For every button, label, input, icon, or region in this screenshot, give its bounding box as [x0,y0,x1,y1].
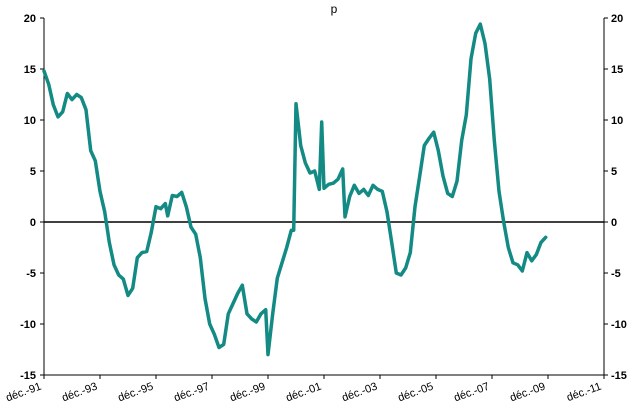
right-y-tick-label: -10 [611,319,627,331]
left-y-tick-label: 10 [24,115,36,127]
chart-title: p [331,2,338,16]
x-tick-label: déc.-09 [508,381,547,405]
x-tick-label: déc.-93 [60,381,99,405]
right-y-tick-label: 0 [611,217,617,229]
series-group [42,22,548,357]
left-y-tick-label: 20 [24,13,36,25]
x-tick-label: déc.-97 [172,381,211,405]
left-y-tick-label: 0 [30,217,36,229]
x-tick-label: déc.-01 [284,381,323,405]
left-y-tick-label: -15 [20,370,36,382]
axes [43,18,605,376]
left-y-tick-label: 15 [24,64,36,76]
right-y-tick-label: -5 [611,268,621,280]
right-y-tick-label: 10 [611,115,623,127]
x-tick-label: déc.-91 [4,381,43,405]
right-y-tick-label: 15 [611,64,623,76]
right-y-tick-label: 20 [611,13,623,25]
left-y-tick-label: -10 [20,319,36,331]
x-tick-label: déc.-11 [565,381,603,405]
right-y-axis-ticks: -15 -10 -5 0 5 10 15 20 [604,13,627,382]
left-y-tick-label: -5 [26,268,36,280]
x-tick-label: déc.-07 [452,381,491,405]
left-y-tick-label: 5 [30,166,36,178]
x-axis-ticks: déc.-91 déc.-93 déc.-95 déc.-97 déc.-99 déc.-… [4,375,605,405]
right-y-tick-label: -15 [611,370,627,382]
series-line-0 [42,22,548,357]
x-tick-label: déc.-03 [340,381,379,405]
x-tick-label: déc.-95 [116,381,155,405]
left-y-axis-ticks: -15 -10 -5 0 5 10 15 20 [20,13,44,382]
x-tick-label: déc.-99 [228,381,267,405]
right-y-tick-label: 5 [611,166,617,178]
x-tick-label: déc.-05 [396,381,435,405]
